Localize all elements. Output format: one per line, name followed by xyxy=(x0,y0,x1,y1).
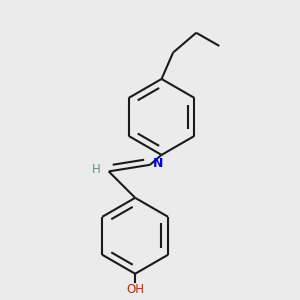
Text: OH: OH xyxy=(126,283,144,296)
Text: H: H xyxy=(92,163,100,176)
Text: N: N xyxy=(153,157,163,170)
